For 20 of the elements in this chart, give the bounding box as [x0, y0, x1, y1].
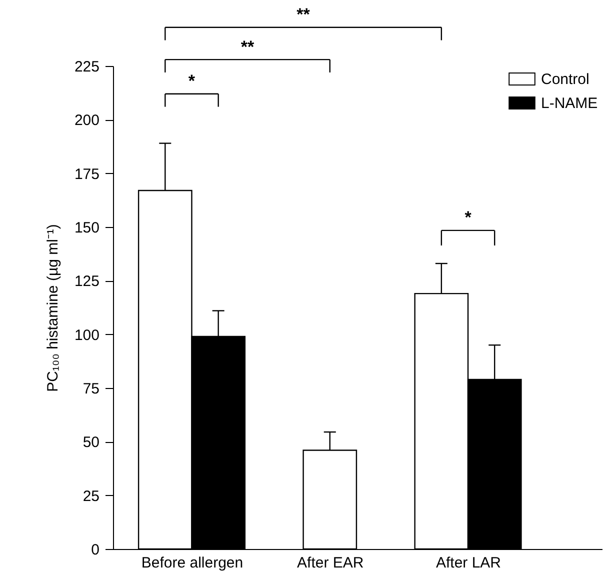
y-tick-label: 0	[91, 542, 100, 558]
annotation: *	[464, 208, 472, 228]
y-tick-label: 125	[74, 273, 100, 290]
y-tick-label: 150	[74, 220, 100, 236]
legend-label: L-NAME	[541, 95, 598, 112]
text: **	[240, 37, 255, 56]
y-tick-label: 50	[82, 434, 100, 452]
legend-label: Control	[541, 71, 590, 88]
y-tick-label: 75	[82, 380, 100, 398]
text: **	[296, 5, 310, 24]
y-tick-label: 200	[74, 112, 100, 130]
x-tick-label: After EAR	[297, 554, 364, 572]
x-tick-label: After LAR	[436, 554, 502, 572]
annotation: *	[188, 72, 196, 91]
y-tick-label: 225	[74, 58, 100, 76]
y-tick-label: 25	[82, 488, 100, 505]
y-tick-label: 175	[74, 166, 100, 183]
y-tick-label: 100	[74, 326, 100, 344]
y-axis-title: PC₁₀₀ histamine (µg ml⁻¹)	[44, 224, 62, 392]
x-tick-label: Before allergen	[141, 554, 244, 572]
